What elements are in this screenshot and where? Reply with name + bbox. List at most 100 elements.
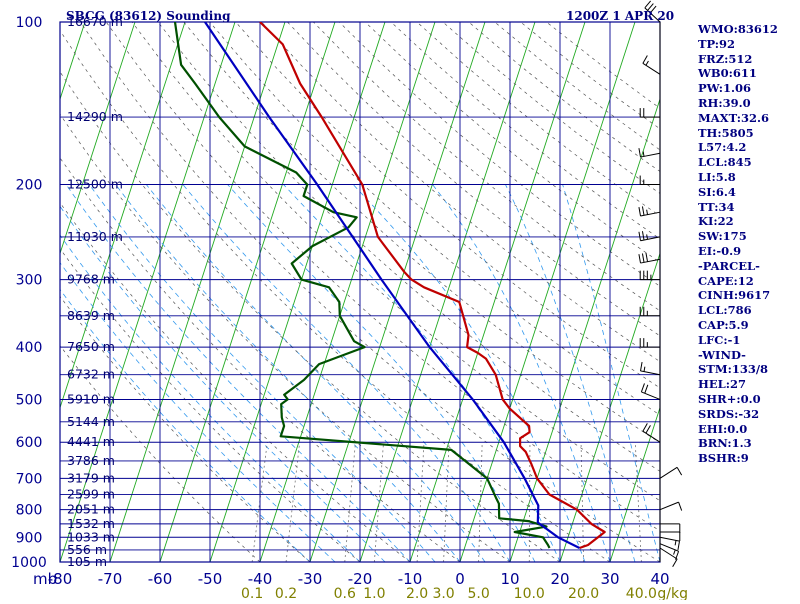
pressure-tick-label: 900 — [16, 530, 43, 546]
wind-barb — [659, 547, 678, 568]
wind-barb — [639, 175, 660, 186]
wind-barb — [644, 0, 661, 23]
pressure-tick-label: 300 — [16, 273, 43, 289]
mixing-ratio-label: 20.0 — [568, 586, 599, 600]
wind-barb-shaft — [642, 62, 661, 75]
mixing-ratio-label: 10.0 — [514, 586, 545, 600]
wind-barb — [639, 306, 660, 317]
wind-barb-shaft — [659, 501, 679, 511]
mixing-ratio-unit-label: g/kg — [657, 586, 688, 600]
stat-line: TH:5805 — [698, 125, 754, 140]
stat-line: RH:39.0 — [698, 95, 751, 110]
wind-barb — [660, 531, 681, 542]
pressure-tick-label: 500 — [16, 392, 43, 408]
wind-barb-shaft — [640, 152, 661, 158]
mixing-ratio-label: 2.0 — [406, 586, 428, 600]
wind-barb — [640, 361, 661, 376]
sounding-datetime: 1200Z 1 APR 20 — [566, 9, 675, 23]
wind-barb — [638, 231, 661, 242]
stat-line: HEL:27 — [698, 377, 746, 392]
height-label: 105 m — [67, 554, 107, 569]
stat-line: BSHR:9 — [698, 451, 749, 466]
moist-adiabat — [115, 184, 461, 562]
wind-barb-flag — [638, 148, 641, 158]
stat-line: SRDS:-32 — [698, 406, 760, 421]
temperature-tick-label: 10 — [500, 570, 519, 588]
isotherm-line — [159, 22, 336, 562]
stat-line: LFC:-1 — [698, 332, 741, 347]
wind-barb-shaft — [640, 258, 661, 264]
stat-line: KI:22 — [698, 214, 734, 229]
wind-barb-flag — [642, 151, 645, 157]
height-label: 556 m — [67, 542, 107, 557]
wind-barb-flag — [640, 383, 645, 393]
stat-line: -PARCEL- — [698, 258, 760, 273]
stat-line: WMO:83612 — [698, 22, 778, 36]
stat-line: SW:175 — [698, 229, 747, 244]
height-label: 1033 m — [67, 529, 115, 544]
pressure-unit-label: mb — [33, 570, 57, 588]
wind-barb-flag — [645, 60, 649, 66]
wind-barb-flag — [641, 253, 645, 263]
moist-adiabat — [89, 184, 436, 562]
temperature-tick-label: -10 — [398, 570, 423, 588]
isotherm-line — [60, 22, 236, 562]
height-label: 8639 m — [67, 308, 115, 323]
wind-barb-flag — [672, 558, 678, 568]
wind-barb — [639, 108, 660, 118]
series-line-dewpoint — [173, 22, 551, 549]
wind-barb-shaft — [659, 466, 678, 479]
wind-barb — [638, 206, 661, 217]
mixing-ratio-label: 3.0 — [432, 586, 454, 600]
wind-barb — [639, 270, 660, 281]
wind-barb-flag — [642, 423, 648, 432]
mixing-ratio-line — [416, 442, 425, 562]
isotherm-line — [359, 22, 536, 562]
moist-adiabat — [182, 184, 511, 562]
chart-title: SBCG (83612) Sounding — [66, 9, 231, 23]
wind-barb-flag — [646, 209, 649, 215]
wind-barb-flag — [677, 541, 680, 551]
mixing-ratio-label: 40.0 — [626, 586, 657, 600]
stat-line: LI:5.8 — [698, 169, 736, 184]
height-label: 6732 m — [67, 367, 115, 382]
isotherm-line — [60, 22, 136, 255]
wind-barb-shaft — [641, 391, 661, 400]
mixing-ratio-line — [443, 442, 450, 562]
height-label: 1532 m — [67, 516, 115, 531]
wind-barb-flag — [643, 366, 646, 372]
mixing-ratio-label: 0.6 — [334, 586, 356, 600]
height-label: 4441 m — [67, 434, 115, 449]
dry-adiabat — [131, 22, 660, 502]
dry-adiabat — [105, 22, 660, 532]
mixing-ratio-label: 5.0 — [467, 586, 489, 600]
stat-line: L57:4.2 — [698, 140, 747, 155]
wind-barb — [639, 338, 660, 348]
dry-adiabat — [60, 295, 311, 562]
height-label: 2599 m — [67, 487, 115, 502]
wind-barb-flag — [638, 207, 641, 217]
isotherm-line — [459, 22, 636, 562]
isotherm-line — [209, 22, 386, 562]
pressure-tick-label: 1000 — [11, 555, 47, 571]
temperature-tick-label: -70 — [98, 570, 123, 588]
moist-adiabat — [227, 184, 536, 562]
stat-line: SI:6.4 — [698, 184, 736, 199]
temperature-tick-label: 0 — [455, 570, 465, 588]
moist-adiabat — [145, 184, 486, 562]
stat-line: CAPE:12 — [698, 273, 754, 288]
moist-adiabat — [65, 184, 411, 562]
wind-barb — [638, 148, 661, 158]
isotherm-line — [409, 22, 586, 562]
stat-line: EHI:0.0 — [698, 421, 748, 436]
wind-barb-shaft — [640, 370, 661, 376]
wind-barb-flag — [649, 5, 657, 14]
temperature-tick-label: -50 — [198, 570, 223, 588]
wind-barb-shaft — [659, 547, 678, 560]
height-label: 3786 m — [67, 453, 115, 468]
height-label: 5910 m — [67, 391, 115, 406]
pressure-tick-label: 700 — [16, 471, 43, 487]
pressure-tick-label: 800 — [16, 503, 43, 519]
